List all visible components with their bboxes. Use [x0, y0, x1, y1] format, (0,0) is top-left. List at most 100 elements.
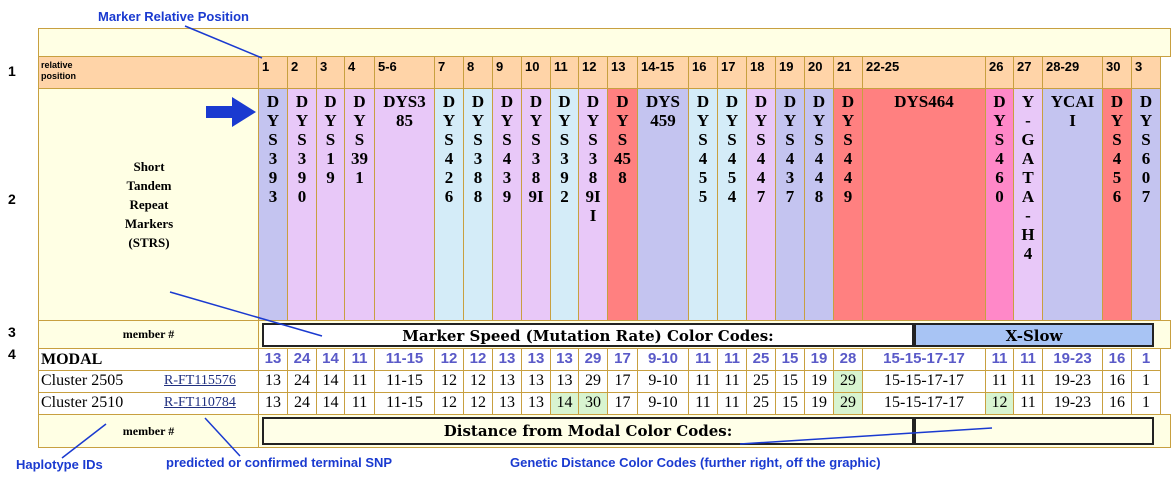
modal-value: 1: [1131, 348, 1161, 371]
row-number: 1: [8, 63, 16, 79]
allele-value: 15: [775, 392, 805, 415]
allele-value: 13: [258, 370, 288, 393]
marker-name: DYS393: [258, 88, 288, 321]
marker-name: DYS385: [374, 88, 435, 321]
allele-value: 14: [550, 392, 579, 415]
position-number: 17: [717, 56, 747, 89]
allele-value: 11: [688, 370, 718, 393]
marker-name: DYS437: [775, 88, 805, 321]
distance-code: [914, 417, 1154, 445]
empty-row: [38, 28, 1171, 57]
marker-name: DYS448: [804, 88, 834, 321]
modal-value: 19: [804, 348, 834, 371]
position-number: 11: [550, 56, 579, 89]
row-number: 3: [8, 324, 16, 340]
allele-value: 12: [985, 392, 1014, 415]
marker-name: DYS439: [492, 88, 522, 321]
position-number: 8: [463, 56, 493, 89]
marker-name: Y-GATA-H4: [1013, 88, 1043, 321]
row-number: 2: [8, 191, 16, 207]
distance-legend: Distance from Modal Color Codes:: [262, 417, 914, 445]
modal-value: 14: [316, 348, 345, 371]
allele-value: 9-10: [637, 370, 689, 393]
modal-value: 11: [985, 348, 1014, 371]
allele-value: 11: [1013, 370, 1043, 393]
allele-value: 29: [833, 392, 863, 415]
marker-name: DYS455: [688, 88, 718, 321]
marker-name: DYS426: [434, 88, 464, 321]
allele-value: 13: [521, 392, 551, 415]
modal-value: 15-15-17-17: [862, 348, 986, 371]
modal-value: 25: [746, 348, 776, 371]
marker-name: DYS389I: [521, 88, 551, 321]
modal-value: 11: [688, 348, 718, 371]
allele-value: 16: [1102, 392, 1132, 415]
allele-value: 15: [775, 370, 805, 393]
allele-value: 29: [578, 370, 608, 393]
position-number: 28-29: [1042, 56, 1103, 89]
modal-value: 13: [550, 348, 579, 371]
allele-value: 14: [316, 392, 345, 415]
allele-value: 14: [316, 370, 345, 393]
position-number: 12: [578, 56, 608, 89]
modal-value: 11-15: [374, 348, 435, 371]
strs-label: Short Tandem Repeat Markers (STRS): [124, 159, 174, 250]
marker-name: DYS607: [1131, 88, 1161, 321]
modal-value: 13: [492, 348, 522, 371]
row-number: 4: [8, 346, 16, 362]
allele-value: 13: [550, 370, 579, 393]
marker-name: DYS456: [1102, 88, 1132, 321]
modal-value: 16: [1102, 348, 1132, 371]
allele-value: 24: [287, 392, 317, 415]
allele-value: 12: [463, 370, 493, 393]
position-number: 14-15: [637, 56, 689, 89]
marker-name: DYS449: [833, 88, 863, 321]
allele-value: 11: [985, 370, 1014, 393]
position-number: 19: [775, 56, 805, 89]
allele-value: 19: [804, 370, 834, 393]
marker-name: DYS460: [985, 88, 1014, 321]
position-number: 16: [688, 56, 718, 89]
allele-value: 11: [1013, 392, 1043, 415]
position-number: 10: [521, 56, 551, 89]
modal-value: 11: [344, 348, 375, 371]
position-number: 18: [746, 56, 776, 89]
allele-value: 12: [434, 370, 464, 393]
allele-value: 25: [746, 370, 776, 393]
allele-value: 12: [463, 392, 493, 415]
marker-name: DYS459: [637, 88, 689, 321]
allele-value: 30: [578, 392, 608, 415]
snp-link[interactable]: R-FT110784: [164, 395, 236, 410]
position-number: 13: [607, 56, 638, 89]
allele-value: 15-15-17-17: [862, 392, 986, 415]
marker-name: DYS458: [607, 88, 638, 321]
modal-value: 11: [1013, 348, 1043, 371]
marker-name: DYS390: [287, 88, 317, 321]
modal-value: 13: [521, 348, 551, 371]
allele-value: 1: [1131, 370, 1161, 393]
marker-name: DYS19: [316, 88, 345, 321]
marker-name: DYS392: [550, 88, 579, 321]
modal-value: 9-10: [637, 348, 689, 371]
modal-value: 12: [463, 348, 493, 371]
allele-value: 19-23: [1042, 392, 1103, 415]
allele-value: 13: [521, 370, 551, 393]
position-number: 2: [287, 56, 317, 89]
allele-value: 13: [492, 370, 522, 393]
allele-value: 13: [258, 392, 288, 415]
allele-value: 15-15-17-17: [862, 370, 986, 393]
annotation: Haplotype IDs: [16, 457, 103, 472]
haplotype-id: Cluster 2510: [41, 394, 124, 411]
allele-value: 17: [607, 370, 638, 393]
modal-value: 12: [434, 348, 464, 371]
marker-name: DYS454: [717, 88, 747, 321]
position-number: 26: [985, 56, 1014, 89]
marker-name: DYS447: [746, 88, 776, 321]
allele-value: 11: [344, 370, 375, 393]
snp-link[interactable]: R-FT115576: [164, 373, 236, 388]
marker-name: YCAII: [1042, 88, 1103, 321]
allele-value: 11: [688, 392, 718, 415]
position-number: 27: [1013, 56, 1043, 89]
allele-value: 11-15: [374, 370, 435, 393]
speed-legend: Marker Speed (Mutation Rate) Color Codes…: [262, 323, 914, 347]
